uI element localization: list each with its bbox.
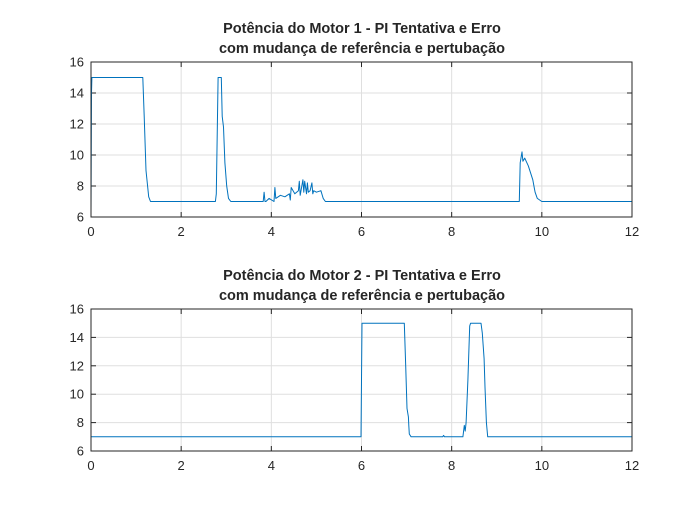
chart-2-y-tick-label: 10 bbox=[70, 387, 84, 402]
chart-2-x-tick-label: 10 bbox=[535, 458, 549, 473]
chart-1-x-tick-label: 8 bbox=[448, 224, 455, 239]
chart-1-x-tick-label: 6 bbox=[358, 224, 365, 239]
chart-2-x-tick-label: 12 bbox=[625, 458, 639, 473]
chart-2-y-tick-label: 14 bbox=[70, 330, 84, 345]
chart-2-x-tick-label: 6 bbox=[358, 458, 365, 473]
chart-1-y-tick-label: 6 bbox=[77, 210, 84, 225]
chart-2-x-tick-label: 4 bbox=[268, 458, 275, 473]
chart-1-y-tick-label: 10 bbox=[70, 148, 84, 163]
chart-1-title-line-2: com mudança de referência e pertubação bbox=[219, 41, 505, 57]
chart-2-title-line-1: Potência do Motor 2 - PI Tentativa e Err… bbox=[223, 268, 501, 284]
chart-1-y-tick-label: 14 bbox=[70, 86, 84, 101]
chart-2-y-tick-label: 12 bbox=[70, 358, 84, 373]
chart-2-axes-box bbox=[90, 308, 633, 452]
chart-2-series-line bbox=[91, 322, 632, 438]
chart-1-y-tick-label: 8 bbox=[77, 179, 84, 194]
chart-2-x-tick-label: 2 bbox=[178, 458, 185, 473]
chart-1-y-tick-label: 12 bbox=[70, 117, 84, 132]
chart-2-x-tick-label: 0 bbox=[87, 458, 94, 473]
chart-1-x-tick-label: 4 bbox=[268, 224, 275, 239]
chart-1-x-tick-label: 12 bbox=[625, 224, 639, 239]
chart-1-series-line bbox=[90, 77, 632, 214]
chart-2: Potência do Motor 2 - PI Tentativa e Err… bbox=[70, 268, 640, 473]
chart-1-title-line-1: Potência do Motor 1 - PI Tentativa e Err… bbox=[223, 21, 501, 37]
chart-2-x-tick-label: 8 bbox=[448, 458, 455, 473]
chart-2-y-tick-label: 6 bbox=[77, 444, 84, 459]
chart-1-x-tick-label: 2 bbox=[178, 224, 185, 239]
chart-1-x-tick-label: 0 bbox=[87, 224, 94, 239]
chart-1-x-tick-label: 10 bbox=[535, 224, 549, 239]
chart-1: Potência do Motor 1 - PI Tentativa e Err… bbox=[70, 21, 640, 239]
chart-2-y-tick-label: 8 bbox=[77, 415, 84, 430]
chart-1-axes-box bbox=[90, 61, 633, 218]
chart-1-y-tick-label: 16 bbox=[70, 55, 84, 70]
chart-2-title-line-2: com mudança de referência e pertubação bbox=[219, 288, 505, 304]
chart-2-y-tick-label: 16 bbox=[70, 302, 84, 317]
